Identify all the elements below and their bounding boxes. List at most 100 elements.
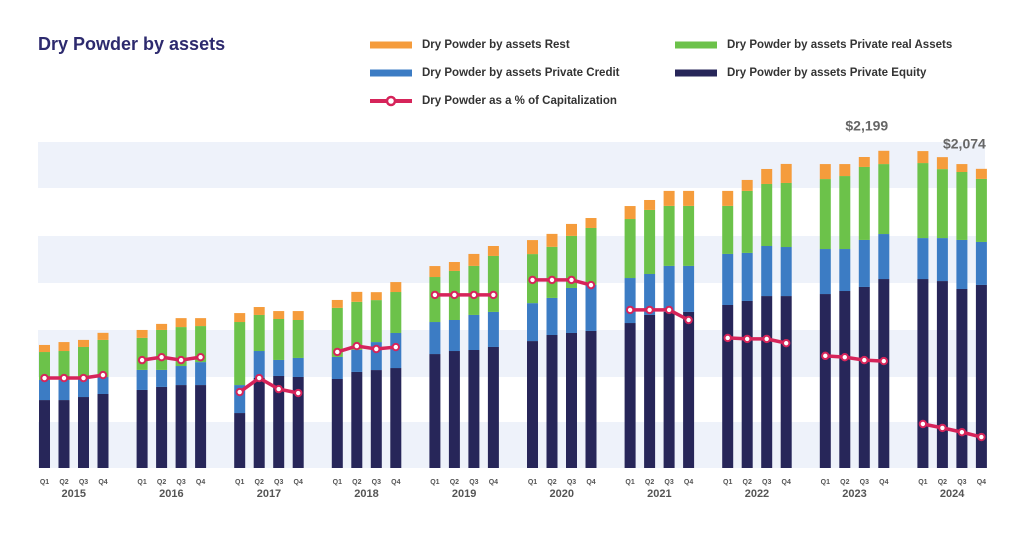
bar-segment (273, 375, 285, 468)
group-label: 2020 (550, 488, 574, 500)
x-tick-label: Q4 (196, 479, 205, 486)
x-tick-label: Q3 (957, 479, 966, 486)
bar-segment (58, 351, 70, 381)
x-tick-label: Q3 (860, 479, 869, 486)
bar-segment (761, 168, 773, 184)
bar-segment (839, 164, 851, 177)
x-tick-label: Q2 (840, 479, 849, 486)
bar-segment (331, 356, 343, 379)
x-tick-label: Q3 (762, 479, 771, 486)
bar-segment (683, 190, 695, 206)
legend-label: Dry Powder by assets Private Equity (727, 67, 927, 79)
bar-segment (39, 352, 50, 381)
line-marker (98, 370, 108, 380)
x-tick-label: Q3 (274, 479, 283, 486)
bar-segment (234, 413, 246, 468)
bar-segment (331, 307, 343, 357)
x-tick-label: Q1 (235, 479, 244, 486)
bar-segment (370, 292, 382, 301)
bar-segment (566, 287, 577, 333)
bar-segment (683, 205, 695, 266)
x-tick-label: Q1 (430, 479, 439, 486)
line-marker (684, 315, 693, 325)
bar-segment (956, 164, 968, 173)
x-tick-label: Q3 (176, 479, 185, 486)
bar-segment (546, 246, 558, 298)
group-label: 2019 (452, 488, 476, 500)
line-marker (79, 373, 88, 383)
line-marker (977, 432, 986, 442)
x-tick-label: Q4 (391, 479, 400, 486)
bar-segment (761, 296, 773, 468)
bar-segment (956, 172, 968, 240)
bar-segment (468, 253, 480, 266)
line-marker (840, 352, 849, 362)
bar-segment (58, 400, 70, 468)
bar-segment (819, 179, 831, 250)
group-label: 2015 (62, 488, 86, 500)
bar-segment (39, 400, 50, 468)
bar-segment (97, 332, 109, 340)
x-tick-label: Q2 (255, 479, 264, 486)
bar-segment (487, 255, 499, 312)
bar-segment (370, 300, 382, 343)
x-tick-label: Q4 (489, 479, 498, 486)
bar-segment (390, 292, 402, 333)
group-label: 2018 (354, 488, 378, 500)
bar-segment (644, 209, 656, 274)
x-tick-label: Q1 (723, 479, 732, 486)
line (141, 355, 201, 362)
bar-segment (858, 157, 870, 167)
line (922, 422, 982, 439)
x-tick-label: Q3 (469, 479, 478, 486)
bar-segment (175, 318, 187, 328)
bar-segment (58, 380, 70, 401)
bar-segment (195, 385, 207, 468)
x-tick-label: Q2 (645, 479, 654, 486)
bar-segment (546, 335, 558, 468)
bar-segment (292, 357, 304, 377)
bar-segment (722, 253, 734, 305)
line-marker (528, 275, 537, 285)
bar-segment (195, 362, 207, 386)
x-tick-label: Q2 (352, 479, 361, 486)
bar-segment (566, 223, 577, 236)
bar-segment (878, 164, 890, 235)
bar-segment (917, 238, 929, 280)
line-marker (235, 387, 244, 397)
bar-segment (156, 329, 168, 370)
bar-segment (253, 351, 265, 378)
bar-segment (663, 190, 675, 206)
line-marker (294, 388, 303, 398)
line-marker (879, 356, 888, 366)
bar-segment (585, 227, 597, 285)
bar-segment (936, 238, 948, 282)
bar-segment (663, 265, 675, 312)
line-marker (430, 290, 440, 300)
line-marker (196, 352, 205, 362)
line (630, 308, 690, 322)
bar-segment (975, 241, 987, 285)
line-marker (391, 342, 400, 352)
bar-segment (585, 330, 597, 468)
bar-segment (78, 346, 89, 378)
bar-segment (839, 249, 851, 292)
bar-segment (722, 190, 734, 206)
line-marker (489, 290, 498, 300)
line-marker (918, 419, 928, 429)
x-tick-label: Q4 (684, 479, 693, 486)
bar-segment (234, 322, 246, 386)
x-tick-label: Q4 (977, 479, 986, 486)
line-marker (157, 352, 166, 362)
bar-segment (390, 282, 402, 293)
bar-segment (331, 378, 343, 468)
line-marker (723, 333, 732, 343)
bar-segment (956, 288, 968, 468)
line (825, 354, 884, 363)
line (336, 344, 396, 354)
line (532, 278, 592, 287)
x-tick-label: Q3 (79, 479, 88, 486)
bar-segment (819, 164, 831, 180)
bar-segment (644, 273, 656, 315)
bar-segment (156, 369, 168, 387)
